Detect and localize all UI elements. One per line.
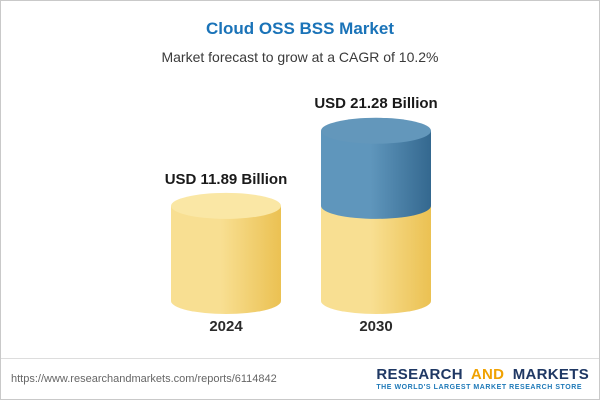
logo-word-and: AND	[470, 366, 505, 384]
value-label-2024: USD 11.89 Billion	[164, 171, 288, 188]
report-url: https://www.researchandmarkets.com/repor…	[11, 373, 277, 385]
footer: https://www.researchandmarkets.com/repor…	[1, 358, 599, 399]
category-label-2030: 2030	[359, 318, 393, 335]
category-label-2024: 2024	[209, 318, 243, 335]
logo-wordmark: RESEARCH AND MARKETS	[376, 366, 589, 383]
logo-tagline: THE WORLD'S LARGEST MARKET RESEARCH STOR…	[376, 383, 583, 391]
research-and-markets-logo: RESEARCH AND MARKETS THE WORLD'S LARGEST…	[376, 366, 589, 391]
chart-subtitle: Market forecast to grow at a CAGR of 10.…	[161, 49, 439, 65]
value-label-2030: USD 21.28 Billion	[314, 95, 438, 112]
logo-word-research: RESEARCH	[376, 366, 463, 384]
chart-title: Cloud OSS BSS Market	[206, 19, 394, 38]
logo-word-markets: MARKETS	[512, 366, 589, 384]
cylinder-bar-chart	[171, 117, 431, 314]
